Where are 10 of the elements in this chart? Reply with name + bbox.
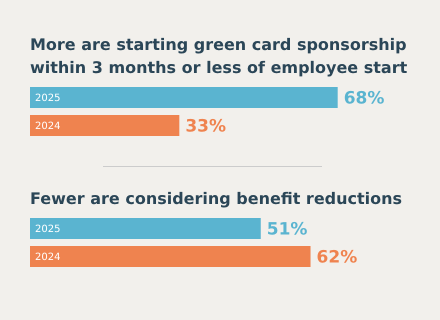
chart-title: More are starting green card sponsorship within 3 months or less of employee start: [29, 34, 408, 79]
data-label: 68%: [344, 88, 384, 108]
data-label: 33%: [185, 116, 226, 136]
data-label: 51%: [266, 219, 308, 240]
chart-title: Fewer are considering benefit reductions: [29, 188, 404, 210]
y-tick-label: 2024: [35, 252, 60, 263]
y-tick-label: 2025: [35, 224, 60, 235]
y-tick-label: 2025: [35, 93, 60, 104]
y-tick-label: 2024: [35, 121, 60, 132]
data-label: 62%: [316, 247, 358, 268]
